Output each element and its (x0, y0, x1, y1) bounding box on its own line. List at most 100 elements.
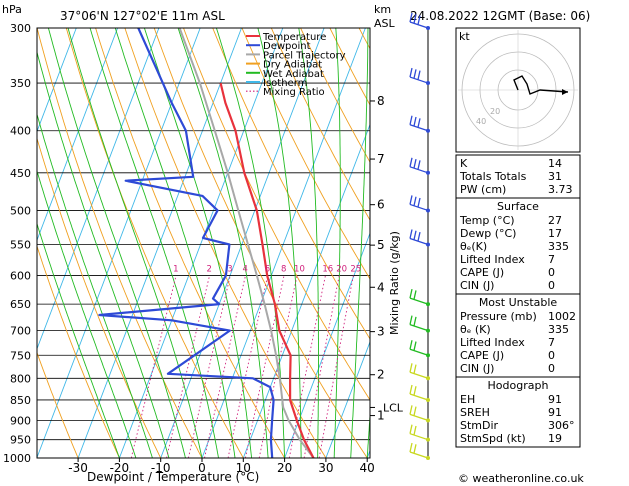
table-row-value: 91 (548, 393, 562, 406)
table-row-value: 335 (548, 323, 569, 336)
table-row-key: Temp (°C) (459, 214, 515, 227)
pressure-tick-label: 400 (10, 125, 31, 138)
table-row-key: Totals Totals (459, 170, 527, 183)
mixing-ratio-axis-label: Mixing Ratio (g/kg) (388, 231, 401, 335)
table-row-value: 31 (548, 170, 562, 183)
table-row-value: 14 (548, 157, 562, 170)
table-row-value: 3.73 (548, 183, 573, 196)
hodograph-table-title: Hodograph (488, 379, 549, 392)
pressure-tick-label: 1000 (3, 452, 31, 465)
pressure-unit-label: hPa (2, 3, 22, 16)
dry-adiabat-line (241, 28, 370, 280)
dry-adiabat-line (37, 244, 120, 458)
pressure-tick-label: 300 (10, 22, 31, 35)
plot-frame (36, 27, 371, 459)
wet-adiabat-line (47, 28, 186, 458)
wind-barb-icon (409, 340, 430, 358)
km-tick-label: 7 (377, 152, 385, 166)
mixing-ratio-line (204, 275, 246, 458)
wind-barb-icon (409, 315, 430, 333)
pressure-tick-label: 900 (10, 414, 31, 427)
surface-box (455, 197, 581, 295)
km-tick-label: 5 (377, 238, 385, 252)
dewpoint-line (98, 28, 275, 458)
wet-adiabat-line (257, 28, 302, 458)
dry-adiabat-line (37, 28, 203, 458)
dry-adiabat-line (37, 351, 79, 458)
hodograph-trace (513, 75, 569, 95)
table-row-value: 0 (548, 349, 555, 362)
wind-barb-icon (409, 405, 430, 423)
isotherm-line (37, 28, 119, 242)
mixing-ratio-labels: 1 2 3 4 6 8 10 16 20 25 (173, 265, 361, 275)
wet-adiabat-line (143, 28, 253, 458)
mixing-ratio-value: 6 (265, 265, 270, 275)
mixing-ratio-value: 20 (336, 265, 347, 275)
legend-label: Dry Adiabat (263, 60, 322, 71)
wind-barb-icon (409, 12, 430, 30)
most-unstable-title: Most Unstable (479, 296, 558, 309)
dry-adiabat-line (37, 136, 162, 458)
pressure-tick-label: 350 (10, 77, 31, 90)
table-row-value: 19 (548, 432, 562, 445)
hodograph-unit: kt (459, 30, 470, 43)
table-row-value: 0 (548, 266, 555, 279)
table-row-value: 7 (548, 253, 555, 266)
wind-barb-icon (409, 157, 430, 175)
wet-adiabat-line (177, 28, 269, 458)
temp-tick-label: 40 (360, 461, 375, 475)
indices-tables: K 14 Totals Totals 31 PW (cm) 3.73 SurfaceTemp… (455, 154, 581, 448)
mixing-ratio-line (244, 275, 285, 458)
wet-adiabat-line (67, 28, 203, 458)
dry-adiabat-line (95, 28, 285, 458)
table-row-key: Lifted Index (460, 336, 525, 349)
temp-tick-label: 20 (277, 461, 292, 475)
pressure-tick-label: 950 (10, 434, 31, 447)
isotherm-line (201, 28, 366, 458)
temp-tick-label: -20 (110, 461, 130, 475)
isotherm-line (284, 231, 370, 458)
km-tick-label: 2 (377, 368, 385, 382)
legend-label: Isotherm (263, 78, 307, 89)
wind-barb-icon (409, 424, 430, 442)
mixing-ratio-value: 4 (242, 265, 247, 275)
x-axis-label: Dewpoint / Temperature (°C) (87, 470, 259, 484)
table-row-value: 91 (548, 406, 562, 419)
table-row-value: 1002 (548, 310, 576, 323)
table-row-value: 27 (548, 214, 562, 227)
table-row-key: θₑ (K) (460, 323, 491, 336)
mixing-ratio-line (303, 275, 340, 458)
dry-adiabat-line (270, 28, 370, 221)
table-row-key: CIN (J) (460, 279, 494, 292)
dry-adiabat-line (623, 28, 629, 458)
table-row-key: K (460, 157, 468, 170)
table-row-value: 335 (548, 240, 569, 253)
temp-tick-label: 30 (318, 461, 333, 475)
wind-barb-icon (409, 195, 430, 213)
isotherm-line (160, 28, 325, 458)
hodograph-arrow-icon (562, 89, 568, 95)
wind-barb-icon (409, 384, 430, 402)
isotherm-line (325, 340, 370, 458)
mixing-ratio-line (318, 275, 354, 458)
wind-barb-icon (409, 229, 430, 247)
table-row-key: Dewp (°C) (460, 227, 516, 240)
wind-barbs (409, 12, 430, 460)
background-grid (37, 28, 629, 458)
km-tick-label: 6 (377, 198, 385, 212)
legend-label: Temperature (262, 32, 326, 43)
dry-adiabat-line (593, 28, 629, 458)
temp-tick-label: -30 (68, 461, 88, 475)
wet-adiabat-line (298, 28, 319, 458)
datetime-title: 24.08.2022 12GMT (Base: 06) (410, 9, 590, 23)
temp-tick-label: 0 (198, 461, 206, 475)
table-row-key: CAPE (J) (460, 266, 504, 279)
location-title: 37°06'N 127°02'E 11m ASL (60, 9, 225, 23)
table-row-key: θₑ(K) (460, 240, 487, 253)
table-row-key: PW (cm) (460, 183, 506, 196)
surface-title: Surface (497, 200, 539, 213)
km-tick-label: 1 (377, 409, 385, 423)
